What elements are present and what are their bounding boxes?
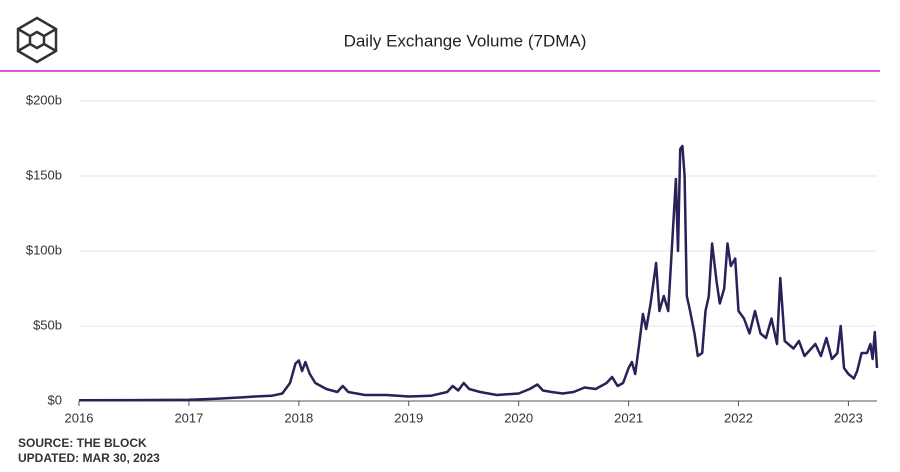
x-tick-label: 2019 [394, 410, 423, 425]
y-tick-label: $200b [26, 92, 62, 107]
x-tick-label: 2017 [174, 410, 203, 425]
y-tick-label: $50b [33, 317, 62, 332]
chart-title: Daily Exchange Volume (7DMA) [344, 31, 587, 50]
y-tick-label: $150b [26, 167, 62, 182]
y-tick-label: $100b [26, 242, 62, 257]
source: SOURCE: THE BLOCK [18, 436, 147, 450]
x-tick-label: 2018 [284, 410, 313, 425]
x-tick-label: 2022 [724, 410, 753, 425]
x-tick-label: 2023 [834, 410, 863, 425]
series-line [78, 144, 879, 402]
x-tick-label: 2021 [614, 410, 643, 425]
x-tick-label: 2016 [65, 410, 94, 425]
y-tick-label: $0 [48, 392, 62, 407]
logo [16, 16, 58, 64]
x-tick-label: 2020 [504, 410, 533, 425]
updated: UPDATED: MAR 30, 2023 [18, 451, 160, 465]
